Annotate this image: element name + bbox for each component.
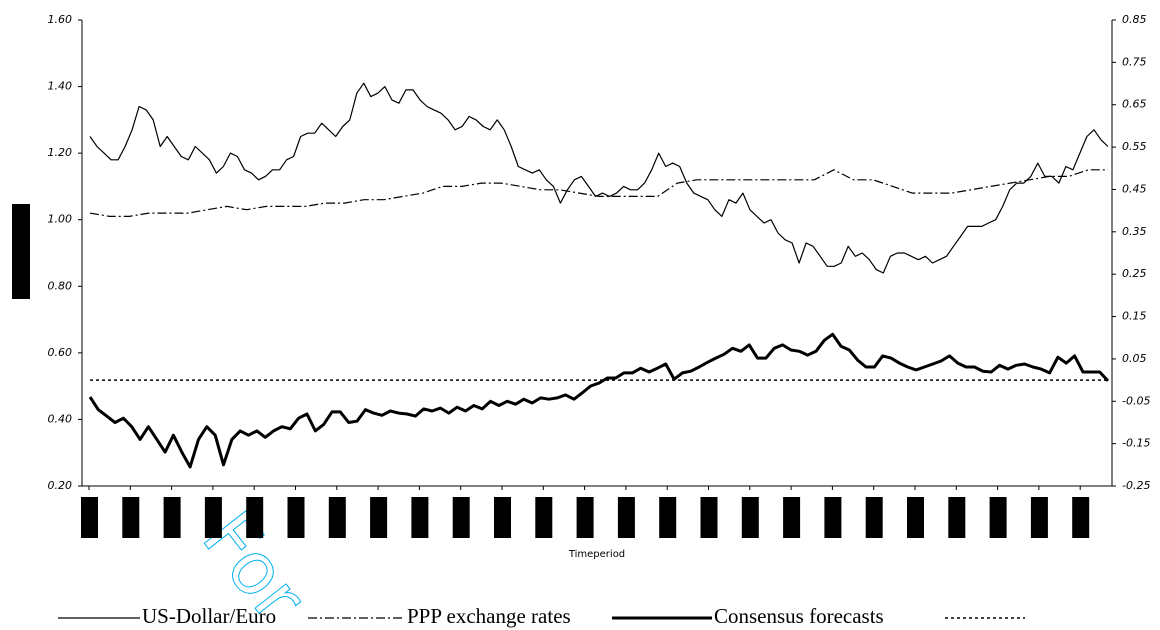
redacted-x-label xyxy=(370,497,388,538)
y-tick-label: 0.20 xyxy=(48,479,73,492)
redacted-x-label xyxy=(783,497,801,538)
redacted-x-label xyxy=(907,497,924,538)
redacted-x-label xyxy=(494,497,511,538)
redacted-x-label xyxy=(989,497,1007,538)
redacted-x-label xyxy=(204,497,222,538)
redacted-x-label xyxy=(1030,497,1048,538)
y2-tick-label: 0.85 xyxy=(1122,13,1147,26)
redacted-x-label xyxy=(1072,497,1090,538)
x-axis-label: Timeperiod xyxy=(568,549,625,560)
y-tick-label: 1.60 xyxy=(48,13,73,26)
redacted-x-label xyxy=(824,497,842,538)
redacted-axis-label xyxy=(12,204,30,299)
redacted-x-label xyxy=(617,497,635,538)
redacted-x-label xyxy=(163,497,181,538)
series-line xyxy=(89,169,1108,217)
redacted-x-label xyxy=(328,497,346,538)
redacted-x-label xyxy=(576,497,594,538)
y2-tick-label: 0.25 xyxy=(1122,267,1147,280)
y-tick-label: 1.20 xyxy=(48,146,73,159)
redacted-x-label xyxy=(948,497,966,538)
series-line xyxy=(89,82,1109,274)
redacted-x-label xyxy=(122,497,140,538)
legend-label: US-Dollar/Euro xyxy=(142,604,276,628)
y2-tick-label: 0.05 xyxy=(1122,352,1147,365)
legend-label: PPP exchange rates xyxy=(407,604,571,628)
redacted-x-label xyxy=(81,497,98,538)
redacted-x-label xyxy=(246,497,264,538)
y2-tick-label: 0.15 xyxy=(1122,310,1147,323)
y-tick-label: 0.80 xyxy=(48,279,73,292)
redacted-x-label xyxy=(535,497,553,538)
redacted-x-label xyxy=(865,497,883,538)
y2-tick-label: 0.75 xyxy=(1122,55,1147,68)
y2-tick-label: 0.45 xyxy=(1122,182,1147,195)
y2-tick-label: 0.35 xyxy=(1122,225,1147,238)
y-tick-label: 1.40 xyxy=(48,80,73,93)
redacted-x-label xyxy=(287,497,305,538)
series-line xyxy=(88,332,1110,469)
redacted-x-label xyxy=(741,497,759,538)
legend-label: Consensus forecasts xyxy=(714,604,884,628)
redacted-x-label xyxy=(700,497,718,538)
redacted-x-label xyxy=(452,497,470,538)
y-tick-label: 0.40 xyxy=(48,412,73,425)
redacted-x-label xyxy=(411,497,429,538)
y2-tick-label: 0.65 xyxy=(1122,98,1147,111)
y2-tick-label: -0.05 xyxy=(1122,394,1150,407)
y2-tick-label: -0.25 xyxy=(1122,479,1150,492)
y2-tick-label: -0.15 xyxy=(1122,437,1150,450)
y-tick-label: 1.00 xyxy=(48,213,73,226)
redacted-x-label xyxy=(659,497,677,538)
y-tick-label: 0.60 xyxy=(48,346,73,359)
y2-tick-label: 0.55 xyxy=(1122,140,1147,153)
